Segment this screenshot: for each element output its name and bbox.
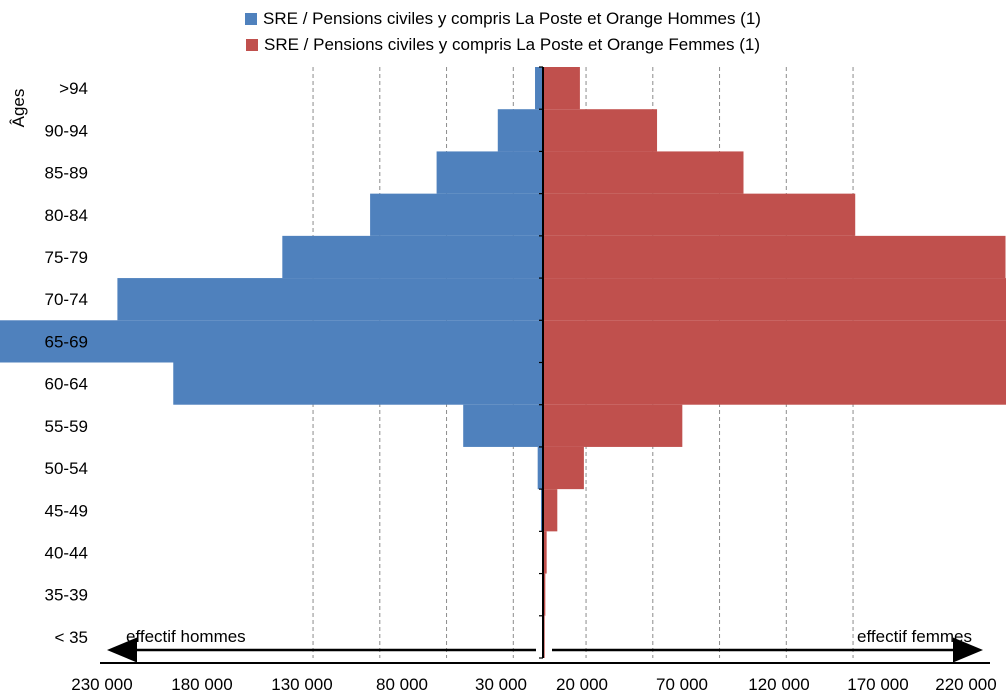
x-tick-label-right: 170 000 (847, 675, 908, 694)
bar-femmes-5559 (544, 404, 683, 447)
bar-femmes-9094 (544, 109, 658, 152)
x-tick-label-left: 130 000 (271, 675, 332, 694)
legend-swatch-femmes (245, 39, 258, 51)
category-label: 85-89 (45, 164, 88, 183)
bar-femmes-8589 (544, 151, 744, 194)
bar-femmes-8084 (544, 193, 856, 236)
legend-label-femmes: SRE / Pensions civiles y compris La Post… (263, 35, 760, 54)
x-tick-label-left: 230 000 (71, 675, 132, 694)
category-label: 40-44 (45, 543, 88, 562)
x-tick-label-right: 20 000 (556, 675, 608, 694)
x-tick-label-right: 120 000 (748, 675, 809, 694)
bar-femmes-7074 (544, 278, 1006, 321)
bar-hommes-6569 (0, 320, 543, 363)
x-tick-label-right: 220 000 (935, 675, 996, 694)
y-axis-label: Âges (9, 89, 28, 128)
bar-femmes-94 (544, 67, 580, 110)
bar-hommes-5054 (537, 446, 543, 490)
x-tick-label-left: 30 000 (475, 675, 527, 694)
bar-hommes-5559 (463, 404, 543, 447)
bar-hommes-6064 (173, 362, 543, 405)
category-label: 65-69 (45, 332, 88, 351)
category-label: 45-49 (45, 501, 88, 520)
category-label: 35-39 (45, 586, 88, 605)
bar-femmes-4044 (544, 531, 547, 574)
x-tick-label-left: 80 000 (376, 675, 428, 694)
x-tick-label-left: 180 000 (171, 675, 232, 694)
legend-item-femmes[interactable]: SRE / Pensions civiles y compris La Post… (0, 32, 1006, 58)
bar-femmes-7579 (544, 235, 1006, 279)
category-label: 80-84 (45, 206, 88, 225)
category-label: 75-79 (45, 248, 88, 267)
category-label: 50-54 (45, 459, 88, 478)
category-label: 60-64 (45, 375, 88, 394)
category-label: < 35 (54, 628, 88, 647)
legend-swatch-hommes (245, 13, 258, 25)
category-label: 70-74 (45, 290, 88, 309)
legend-label-hommes: SRE / Pensions civiles y compris La Post… (263, 9, 761, 28)
bar-femmes-3539 (544, 573, 546, 616)
axes (100, 66, 990, 664)
category-label: 55-59 (45, 417, 88, 436)
legend-item-hommes[interactable]: SRE / Pensions civiles y compris La Post… (0, 6, 1006, 32)
legend: SRE / Pensions civiles y compris La Post… (0, 6, 1006, 58)
bar-hommes-94 (535, 67, 543, 110)
bar-femmes-35 (544, 615, 545, 658)
bar-hommes-8589 (436, 151, 543, 194)
labels: < 35 35-39 40-44 45-49 50-54 55-59 60-64 65-69 7… (9, 79, 997, 694)
category-label: 90-94 (45, 121, 88, 140)
bar-hommes-8084 (370, 193, 543, 236)
bar-femmes-5054 (544, 446, 584, 490)
category-label: >94 (59, 79, 88, 98)
annotation-femmes: effectif femmes (857, 627, 972, 646)
bar-hommes-7579 (282, 235, 543, 279)
bar-femmes-6064 (544, 362, 1006, 405)
bar-femmes-4549 (544, 489, 558, 532)
bars (0, 67, 1006, 658)
bar-femmes-6569 (544, 320, 1006, 363)
bar-hommes-9094 (497, 109, 543, 152)
bar-hommes-7074 (117, 278, 544, 321)
annotation-hommes: effectif hommes (126, 627, 246, 646)
x-tick-label-right: 70 000 (656, 675, 708, 694)
